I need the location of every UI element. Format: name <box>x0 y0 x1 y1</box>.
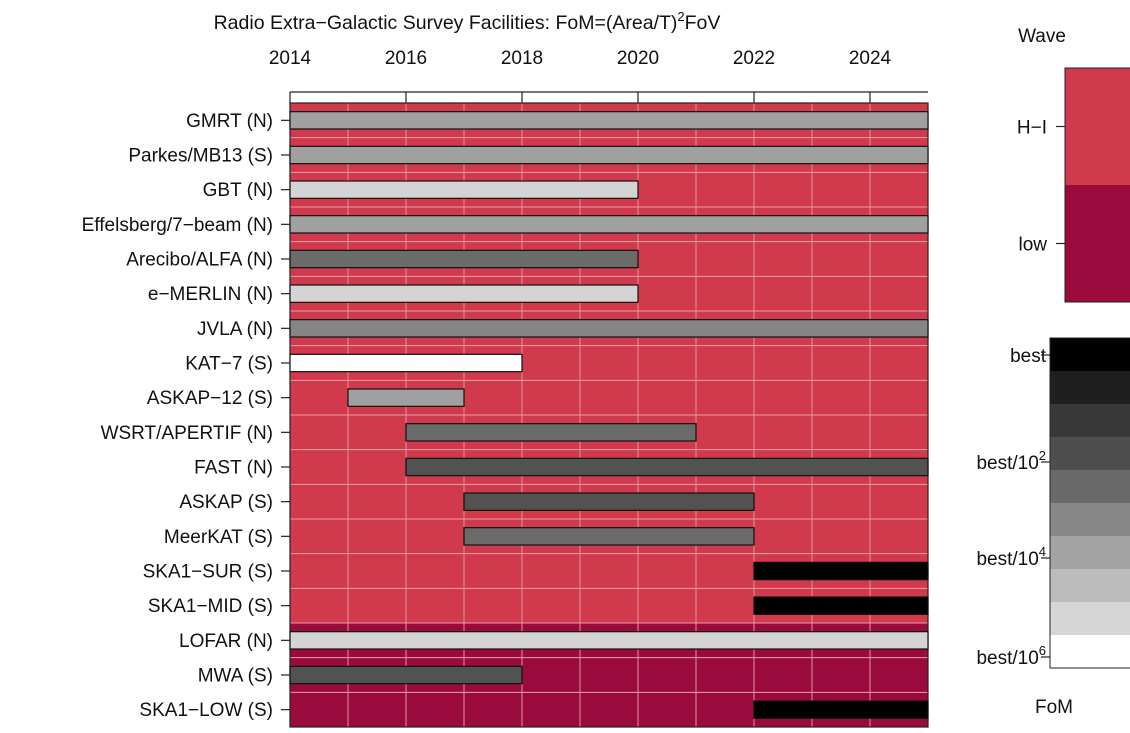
facility-label: MWA (S) <box>198 666 273 687</box>
facility-label: JVLA (N) <box>197 319 273 340</box>
facility-bar <box>463 492 755 511</box>
fom-legend-swatch <box>1050 635 1130 669</box>
wave-legend: Wave H−I low <box>1017 26 1130 303</box>
facility-label: e−MERLIN (N) <box>148 284 273 305</box>
facility-label: LOFAR (N) <box>179 631 273 652</box>
fom-legend-swatch <box>1050 338 1130 372</box>
fom-legend-title: FoM <box>1035 697 1073 718</box>
fom-legend-swatch <box>1050 569 1130 603</box>
facility-label: ASKAP−12 (S) <box>147 388 273 409</box>
fom-legend-label: best/102 <box>976 448 1046 474</box>
facility-bar <box>463 527 755 546</box>
facility-bar <box>289 665 523 685</box>
fom-legend-label: best/104 <box>976 544 1046 570</box>
facility-label: FAST (N) <box>194 458 273 479</box>
facility-label: WSRT/APERTIF (N) <box>101 423 273 444</box>
wave-legend-label: low <box>1018 235 1047 256</box>
wave-legend-swatch <box>1065 185 1130 303</box>
facility-label: GMRT (N) <box>186 111 273 132</box>
wave-legend-title: Wave <box>1018 26 1066 47</box>
facility-bar <box>289 319 929 338</box>
y-axis: GMRT (N) Parkes/MB13 (S) GBT (N) Effelsberg… <box>82 111 290 721</box>
facility-label: GBT (N) <box>203 180 273 201</box>
facility-label: ASKAP (S) <box>179 492 273 513</box>
x-tick-label: 2022 <box>733 48 775 69</box>
facility-label: SKA1−LOW (S) <box>139 700 273 721</box>
bars <box>289 111 929 719</box>
x-tick-label: 2018 <box>501 48 543 69</box>
facility-bar <box>753 700 929 719</box>
facility-bar <box>289 631 929 650</box>
fom-legend-swatch <box>1050 437 1130 471</box>
facility-bar <box>289 145 929 165</box>
facility-bar <box>753 561 929 581</box>
fom-legend-label: best/106 <box>976 643 1046 669</box>
plot-frame <box>289 102 929 728</box>
fom-legend: FoM best best/102 best/104 best/106 <box>976 337 1130 718</box>
wave-legend-label: H−I <box>1017 118 1047 139</box>
facility-label: KAT−7 (S) <box>185 354 273 375</box>
facility-bar <box>289 215 929 234</box>
wave-legend-frame <box>1064 67 1130 303</box>
wave-legend-swatch <box>1065 68 1130 186</box>
facility-label: Parkes/MB13 (S) <box>128 146 273 167</box>
facility-bar <box>289 180 639 199</box>
x-tick-label: 2024 <box>849 48 892 69</box>
facility-bar <box>753 596 929 615</box>
facility-label: Arecibo/ALFA (N) <box>126 250 273 271</box>
chart-title: Radio Extra−Galactic Survey Facilities: … <box>214 9 721 34</box>
facility-label: SKA1−SUR (S) <box>143 562 273 583</box>
fom-legend-swatch <box>1050 536 1130 570</box>
facility-label: SKA1−MID (S) <box>148 596 273 617</box>
facility-label: Effelsberg/7−beam (N) <box>82 215 273 236</box>
x-tick-label: 2014 <box>269 48 312 69</box>
x-tick-label: 2020 <box>617 48 659 69</box>
facility-bar <box>289 284 639 303</box>
facility-bar <box>347 388 465 407</box>
fom-legend-swatch <box>1050 371 1130 405</box>
fom-legend-swatch <box>1050 602 1130 636</box>
facility-bar <box>289 249 639 269</box>
x-axis: 2014 2016 2018 2020 2022 2024 <box>269 48 928 103</box>
fom-legend-swatch <box>1050 404 1130 438</box>
fom-legend-frame <box>1049 337 1130 669</box>
facility-bar <box>289 353 523 373</box>
facility-label: MeerKAT (S) <box>164 527 273 548</box>
grid <box>289 102 929 728</box>
facility-bar <box>289 111 929 130</box>
facility-bar <box>405 457 929 477</box>
fom-legend-swatch <box>1050 503 1130 537</box>
facility-bar <box>405 423 697 442</box>
fom-legend-label: best <box>1010 346 1047 367</box>
fom-legend-swatch <box>1050 470 1130 504</box>
x-tick-label: 2016 <box>385 48 427 69</box>
